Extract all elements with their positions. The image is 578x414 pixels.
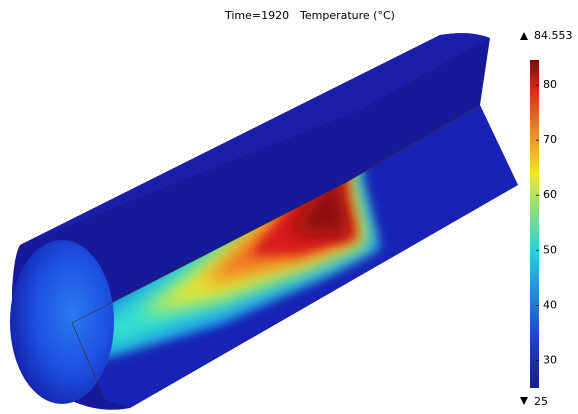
colorbar-tick-label: 30 — [543, 353, 557, 366]
min-label: 25 — [534, 395, 548, 408]
end-cap — [10, 240, 114, 404]
colorbar-tick-label: 70 — [543, 133, 557, 146]
max-arrow — [520, 32, 528, 40]
chart-title: Time=1920 — [224, 9, 289, 22]
cylinder-model — [10, 33, 518, 410]
colorbar-tick-label: 60 — [543, 188, 557, 201]
colorbar-tick-label: 50 — [543, 243, 557, 256]
max-label: 84.553 — [534, 29, 573, 42]
colorbar — [530, 60, 539, 388]
chart: Time=1920 Temperature (°C) 84.553 25 30 4… — [0, 0, 578, 414]
chart-subtitle: Temperature (°C) — [299, 9, 395, 22]
colorbar-tick-label: 80 — [543, 78, 557, 91]
colorbar-tick-label: 40 — [543, 298, 557, 311]
min-arrow — [520, 397, 528, 405]
